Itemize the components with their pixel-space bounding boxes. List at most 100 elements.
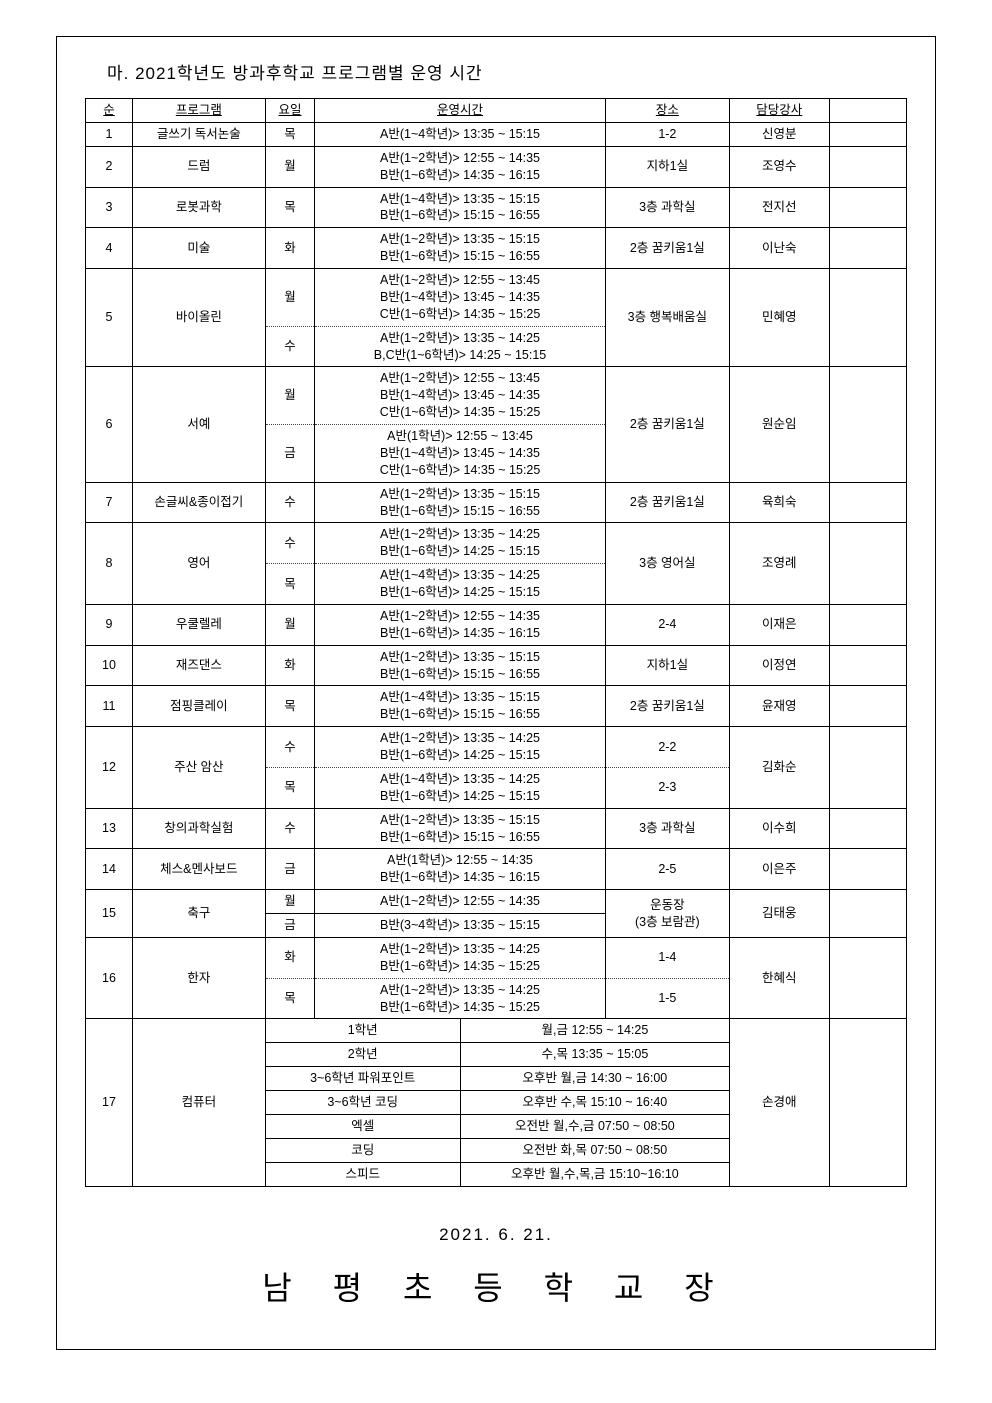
table-row: 8영어수A반(1~2학년)> 13:35 ~ 14:25B반(1~6학년)> 1…: [86, 523, 907, 564]
cell-program: 한자: [132, 937, 265, 1019]
cell-sub-left: 스피드: [266, 1163, 461, 1186]
cell-extra: [829, 604, 906, 645]
cell-no: 15: [86, 890, 133, 938]
cell-place: 3층 과학실: [605, 808, 729, 849]
cell-day: 화: [265, 645, 315, 686]
cell-sub-left: 1학년: [266, 1019, 461, 1042]
cell-day: 목: [265, 122, 315, 146]
cell-subrow: 1학년월,금 12:55 ~ 14:25: [265, 1019, 729, 1043]
cell-instructor: 신영분: [730, 122, 830, 146]
cell-day: 목: [265, 686, 315, 727]
cell-instructor: 이은주: [730, 849, 830, 890]
cell-time: A반(1~2학년)> 13:35 ~ 14:25B반(1~6학년)> 14:35…: [315, 978, 605, 1019]
table-row: 9우쿨렐레월A반(1~2학년)> 12:55 ~ 14:35B반(1~6학년)>…: [86, 604, 907, 645]
cell-time: A반(1학년)> 12:55 ~ 14:35B반(1~6학년)> 14:35 ~…: [315, 849, 605, 890]
table-row: 7손글씨&종이접기수A반(1~2학년)> 13:35 ~ 15:15B반(1~6…: [86, 482, 907, 523]
cell-instructor: 조영례: [730, 523, 830, 605]
cell-sub-right: 오전반 화,목 07:50 ~ 08:50: [460, 1139, 729, 1162]
cell-day: 금: [265, 914, 315, 938]
cell-instructor: 원순임: [730, 367, 830, 482]
cell-day: 목: [265, 978, 315, 1019]
table-row: 11점핑클레이목A반(1~4학년)> 13:35 ~ 15:15B반(1~6학년…: [86, 686, 907, 727]
table-row: 1글쓰기 독서논술목A반(1~4학년)> 13:35 ~ 15:151-2신영분: [86, 122, 907, 146]
cell-instructor: 조영수: [730, 146, 830, 187]
table-row: 10재즈댄스화A반(1~2학년)> 13:35 ~ 15:15B반(1~6학년)…: [86, 645, 907, 686]
cell-place: 1-5: [605, 978, 729, 1019]
table-row: 2드럼월A반(1~2학년)> 12:55 ~ 14:35B반(1~6학년)> 1…: [86, 146, 907, 187]
th-program: 프로그램: [132, 99, 265, 123]
cell-day: 수: [265, 326, 315, 367]
cell-day: 수: [265, 523, 315, 564]
cell-instructor: 민혜영: [730, 269, 830, 367]
cell-day: 금: [265, 849, 315, 890]
cell-program: 주산 암산: [132, 727, 265, 809]
cell-extra: [829, 523, 906, 605]
cell-no: 14: [86, 849, 133, 890]
cell-day: 수: [265, 727, 315, 768]
table-row: 12주산 암산수A반(1~2학년)> 13:35 ~ 14:25B반(1~6학년…: [86, 727, 907, 768]
cell-extra: [829, 228, 906, 269]
cell-sub-right: 월,금 12:55 ~ 14:25: [460, 1019, 729, 1042]
cell-instructor: 김태웅: [730, 890, 830, 938]
cell-time: A반(1~2학년)> 13:35 ~ 14:25B반(1~6학년)> 14:35…: [315, 937, 605, 978]
cell-no: 11: [86, 686, 133, 727]
cell-place: 2-5: [605, 849, 729, 890]
cell-day: 월: [265, 890, 315, 914]
cell-extra: [829, 146, 906, 187]
cell-extra: [829, 890, 906, 938]
cell-no: 5: [86, 269, 133, 367]
cell-time: A반(1~4학년)> 13:35 ~ 15:15B반(1~6학년)> 15:15…: [315, 187, 605, 228]
cell-day: 목: [265, 564, 315, 605]
cell-program: 손글씨&종이접기: [132, 482, 265, 523]
cell-no: 8: [86, 523, 133, 605]
cell-program: 로봇과학: [132, 187, 265, 228]
cell-place: 지하1실: [605, 146, 729, 187]
cell-day: 화: [265, 228, 315, 269]
cell-no: 13: [86, 808, 133, 849]
cell-time: A반(1~2학년)> 13:35 ~ 15:15B반(1~6학년)> 15:15…: [315, 482, 605, 523]
table-row: 13창의과학실험수A반(1~2학년)> 13:35 ~ 15:15B반(1~6학…: [86, 808, 907, 849]
cell-instructor: 윤재영: [730, 686, 830, 727]
principal-line: 남 평 초 등 학 교 장: [85, 1263, 907, 1309]
table-header-row: 순 프로그램 요일 운영시간 장소 담당강사: [86, 99, 907, 123]
th-no: 순: [86, 99, 133, 123]
cell-program: 바이올린: [132, 269, 265, 367]
cell-instructor: 육희숙: [730, 482, 830, 523]
cell-program: 미술: [132, 228, 265, 269]
cell-place: 2층 꿈키움1실: [605, 228, 729, 269]
cell-subrow: 스피드오후반 월,수,목,금 15:10~16:10: [265, 1162, 729, 1186]
cell-extra: [829, 269, 906, 367]
cell-time: A반(1~2학년)> 13:35 ~ 14:25B반(1~6학년)> 14:25…: [315, 523, 605, 564]
cell-time: A반(1~2학년)> 13:35 ~ 15:15B반(1~6학년)> 15:15…: [315, 645, 605, 686]
cell-time: A반(1~2학년)> 12:55 ~ 14:35B반(1~6학년)> 14:35…: [315, 146, 605, 187]
table-row: 14체스&멘사보드금A반(1학년)> 12:55 ~ 14:35B반(1~6학년…: [86, 849, 907, 890]
table-row: 5바이올린월A반(1~2학년)> 12:55 ~ 13:45B반(1~4학년)>…: [86, 269, 907, 327]
cell-extra: [829, 849, 906, 890]
cell-extra: [829, 187, 906, 228]
cell-subrow: 코딩오전반 화,목 07:50 ~ 08:50: [265, 1138, 729, 1162]
cell-instructor: 김화순: [730, 727, 830, 809]
cell-extra: [829, 727, 906, 809]
th-place: 장소: [605, 99, 729, 123]
cell-extra: [829, 937, 906, 1019]
table-row: 16한자화A반(1~2학년)> 13:35 ~ 14:25B반(1~6학년)> …: [86, 937, 907, 978]
cell-extra: [829, 686, 906, 727]
cell-extra: [829, 808, 906, 849]
cell-program: 서예: [132, 367, 265, 482]
cell-time: A반(1~2학년)> 13:35 ~ 15:15B반(1~6학년)> 15:15…: [315, 808, 605, 849]
cell-instructor: 이재은: [730, 604, 830, 645]
table-row: 4미술화A반(1~2학년)> 13:35 ~ 15:15B반(1~6학년)> 1…: [86, 228, 907, 269]
date-line: 2021. 6. 21.: [85, 1225, 907, 1245]
cell-time: A반(1~2학년)> 12:55 ~ 13:45B반(1~4학년)> 13:45…: [315, 367, 605, 425]
cell-program: 체스&멘사보드: [132, 849, 265, 890]
cell-time: A반(1~4학년)> 13:35 ~ 15:15B반(1~6학년)> 15:15…: [315, 686, 605, 727]
th-time: 운영시간: [315, 99, 605, 123]
cell-no: 3: [86, 187, 133, 228]
cell-time: A반(1~4학년)> 13:35 ~ 14:25B반(1~6학년)> 14:25…: [315, 767, 605, 808]
cell-day: 월: [265, 604, 315, 645]
cell-program: 글쓰기 독서논술: [132, 122, 265, 146]
cell-time: A반(1~2학년)> 13:35 ~ 15:15B반(1~6학년)> 15:15…: [315, 228, 605, 269]
cell-sub-right: 오후반 월,금 14:30 ~ 16:00: [460, 1067, 729, 1090]
table-row: 17컴퓨터1학년월,금 12:55 ~ 14:25손경애: [86, 1019, 907, 1043]
cell-instructor: 손경애: [730, 1019, 830, 1186]
